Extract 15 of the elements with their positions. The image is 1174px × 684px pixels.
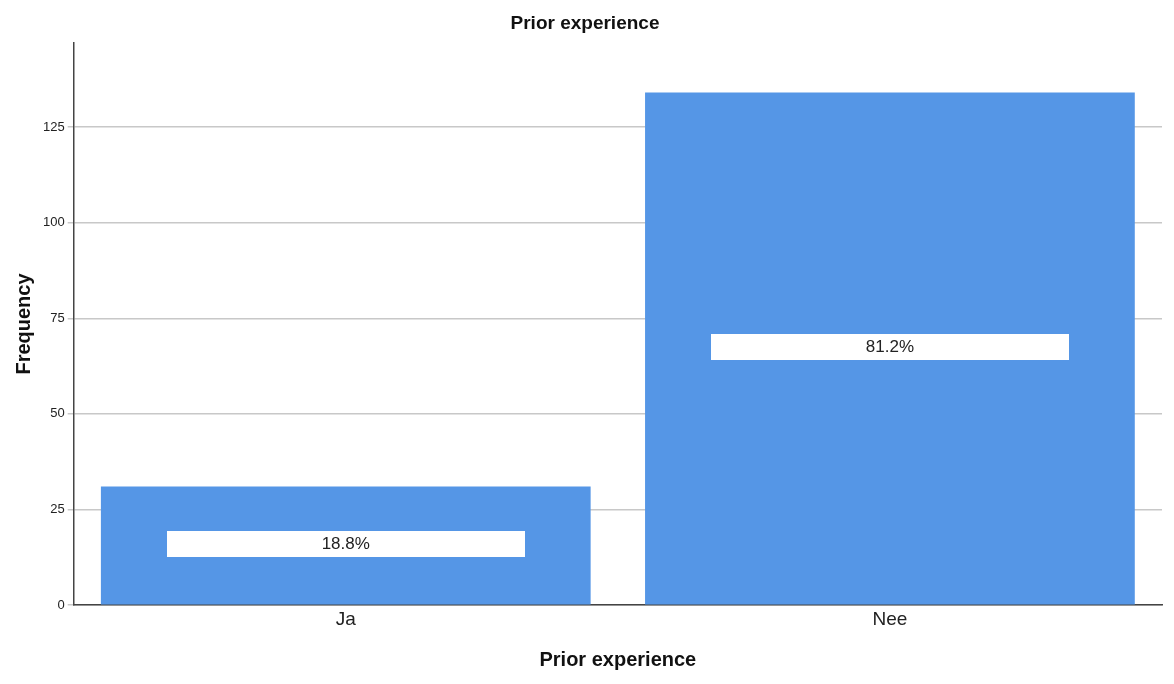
x-axis-title: Prior experience: [539, 647, 697, 670]
chart-title: Prior experience: [510, 11, 660, 33]
y-tick-label: 125: [42, 118, 65, 134]
label-box: 18.8%: [167, 531, 525, 557]
y-tick-label: 0: [57, 596, 65, 612]
y-axis-title: Frequency: [11, 272, 34, 375]
x-tick-label: Nee: [872, 607, 908, 629]
y-tick-label: 25: [50, 501, 65, 517]
y-tick-label: 50: [50, 405, 65, 421]
annotation: 18.8%: [321, 534, 370, 555]
x-tick-label: Ja: [335, 607, 357, 629]
label-box: 81.2%: [711, 334, 1069, 360]
annotation: 81.2%: [865, 336, 914, 357]
y-tick-label: 100: [42, 214, 65, 230]
y-tick-label: 75: [50, 309, 65, 325]
